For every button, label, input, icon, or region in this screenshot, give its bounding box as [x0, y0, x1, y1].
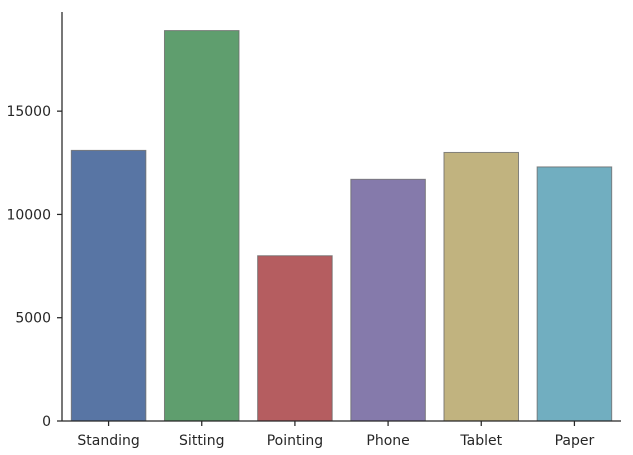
x-axis-ticks: Standing Sitting Pointing Phone Tablet Paper: [77, 421, 594, 449]
bar-sitting: [163, 30, 240, 422]
x-tick-label: Sitting: [179, 433, 224, 449]
y-tick-label: 10000: [6, 207, 51, 223]
bar-pointing: [257, 255, 333, 422]
x-tick-label: Standing: [77, 433, 139, 449]
x-tick-label: Pointing: [267, 433, 323, 449]
y-tick-label: 15000: [6, 104, 51, 120]
x-tick-label: Paper: [555, 433, 595, 449]
bar-tablet: [443, 151, 520, 422]
x-tick-label: Phone: [366, 433, 409, 449]
bar-paper: [536, 166, 613, 422]
x-tick-label: Tablet: [459, 433, 502, 449]
bar-phone: [350, 178, 426, 422]
y-tick-label: 5000: [15, 311, 51, 327]
y-axis-ticks: 0 5000 10000 15000: [6, 104, 62, 430]
bar-standing: [70, 149, 147, 422]
y-tick-label: 0: [42, 414, 51, 430]
bars-layer: [70, 30, 613, 422]
